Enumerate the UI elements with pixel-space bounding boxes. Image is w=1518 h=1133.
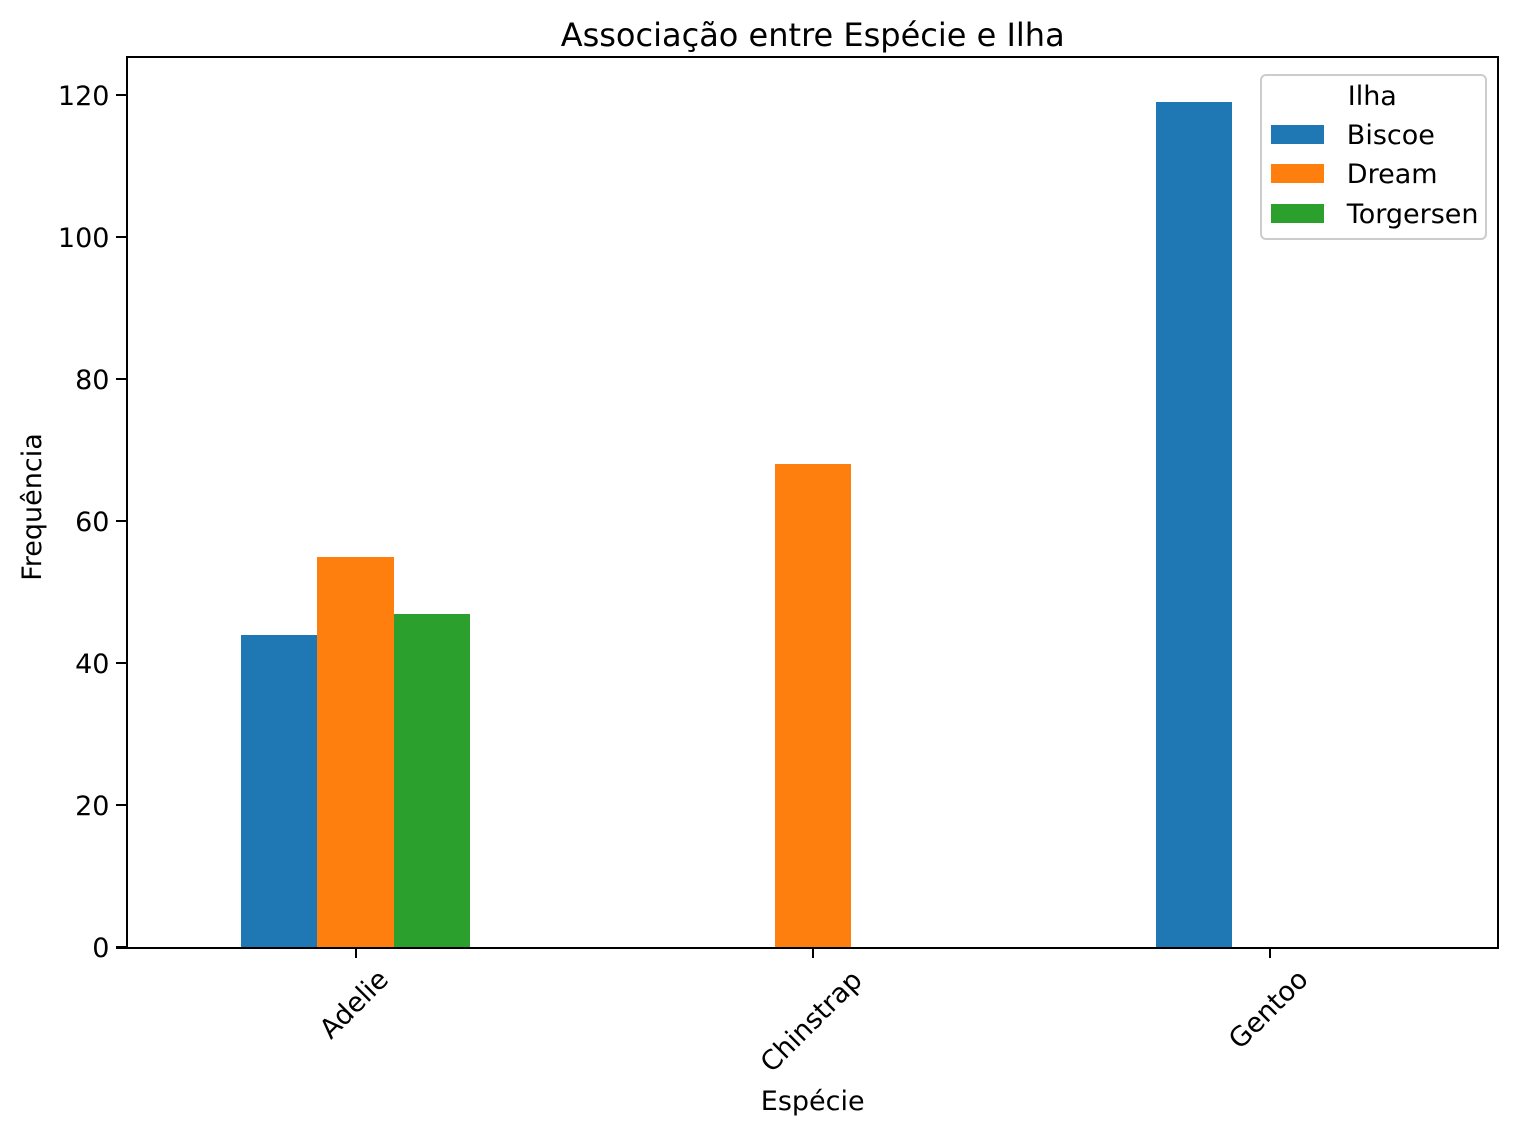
y-tick-label-0: 0 (92, 933, 110, 964)
bar-adelie-dream (317, 556, 394, 949)
y-tick-label-80: 80 (75, 364, 110, 396)
y-tick-label-100: 100 (57, 222, 110, 254)
y-tick-label-20: 20 (75, 790, 110, 822)
bar-adelie-torgersen (393, 613, 470, 949)
y-tick-mark-20 (116, 804, 126, 807)
legend-label-biscoe: Biscoe (1346, 119, 1435, 151)
chart-title: Associação entre Espécie e Ilha (560, 16, 1065, 55)
x-axis-label: Espécie (760, 1086, 865, 1117)
x-tick-mark-adelie (354, 948, 357, 959)
legend-swatch-torgersen (1270, 203, 1324, 223)
legend-title: Ilha (1347, 80, 1397, 112)
y-tick-mark-40 (116, 662, 126, 665)
bar-adelie-biscoe (241, 634, 318, 949)
x-tick-mark-chinstrap (811, 948, 814, 959)
legend-swatch-dream (1270, 164, 1324, 184)
y-tick-mark-120 (116, 93, 126, 97)
y-tick-mark-0 (116, 946, 126, 949)
legend-label-dream: Dream (1346, 159, 1438, 191)
legend-swatch-biscoe (1270, 125, 1324, 144)
x-tick-mark-gentoo (1268, 948, 1271, 959)
legend-label-torgersen: Torgersen (1346, 198, 1479, 230)
y-tick-label-40: 40 (75, 648, 110, 680)
x-tick-label-gentoo: Gentoo (1222, 964, 1315, 1056)
y-axis-label: Frequência (17, 432, 48, 581)
y-tick-mark-80 (116, 378, 126, 381)
y-tick-label-60: 60 (75, 506, 110, 538)
bar-chinstrap-dream (774, 464, 851, 949)
x-tick-label-chinstrap: Chinstrap (754, 964, 869, 1079)
bar-gentoo-biscoe (1155, 102, 1232, 949)
x-tick-label-adelie: Adelie (313, 964, 395, 1046)
y-tick-mark-100 (116, 236, 126, 239)
y-tick-label-120: 120 (57, 80, 110, 112)
y-tick-mark-60 (116, 520, 126, 523)
